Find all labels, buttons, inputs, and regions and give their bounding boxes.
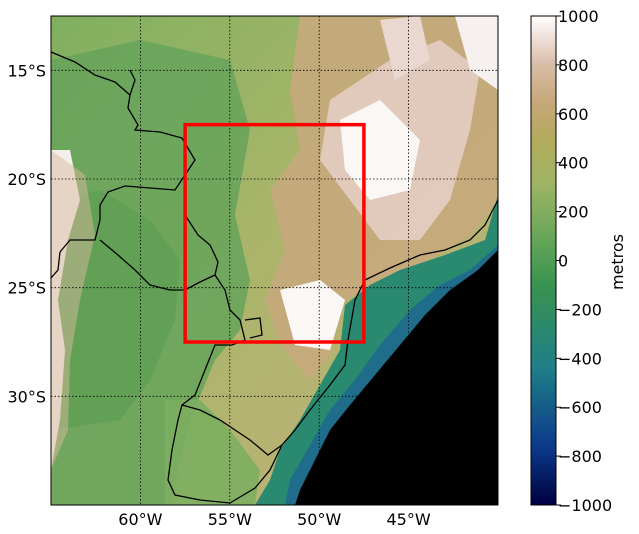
map-frame	[50, 15, 499, 506]
colorbar	[530, 15, 557, 506]
colorbar-tick-label: 200	[558, 203, 589, 222]
lat-tick-labels: 15°S 20°S 25°S 30°S	[7, 61, 46, 406]
colorbar-tick-label: −800	[558, 447, 602, 466]
deep-ocean	[295, 250, 498, 505]
colorbar-tick-label: −400	[558, 349, 602, 368]
map-panel	[51, 16, 498, 505]
map-gridlines	[51, 16, 498, 505]
highlight-box	[183, 122, 366, 344]
lon-tick-label: 60°W	[118, 510, 162, 529]
colorbar-tick-label: −1000	[558, 496, 612, 515]
colorbar-tick-label: −200	[558, 300, 602, 319]
country-borders	[51, 51, 498, 504]
colorbar-tick-label: 800	[558, 56, 589, 75]
lon-tick-label: 55°W	[208, 510, 252, 529]
lon-tick-label: 45°W	[387, 510, 431, 529]
lon-tick-labels: 60°W 55°W 50°W 45°W	[118, 510, 431, 529]
colorbar-tick-label: 1000	[558, 7, 599, 26]
colorbar-tick-label: −600	[558, 398, 602, 417]
lat-tick-label: 20°S	[7, 170, 46, 189]
lat-tick-label: 25°S	[7, 279, 46, 298]
colorbar-tick-label: 400	[558, 154, 589, 173]
lat-tick-label: 15°S	[7, 61, 46, 80]
colorbar-ticks: 1000 800 600 400 200 0 −200 −400 −600 −800 −1000	[556, 7, 612, 515]
colorbar-tick-label: 600	[558, 105, 589, 124]
colorbar-tick-label: 0	[558, 252, 568, 271]
lat-tick-label: 30°S	[7, 387, 46, 406]
lon-tick-label: 50°W	[297, 510, 341, 529]
colorbar-label: metros	[608, 234, 627, 290]
